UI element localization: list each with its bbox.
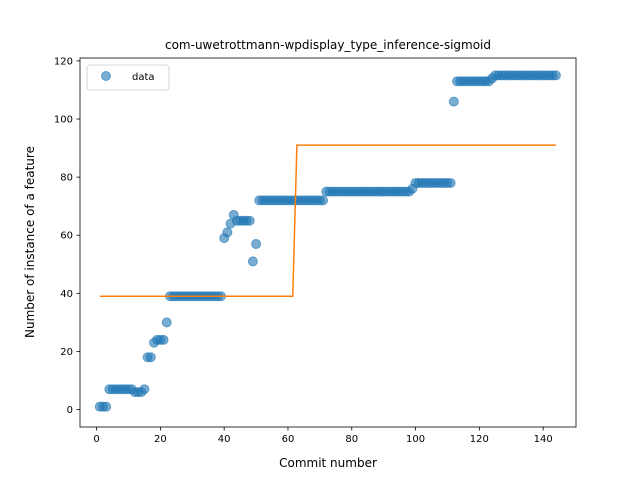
y-tick-label: 80 <box>60 173 73 184</box>
legend-data-label: data <box>132 72 155 83</box>
data-point <box>252 239 261 248</box>
y-tick-label: 100 <box>54 115 73 126</box>
data-point <box>446 178 455 187</box>
y-tick-label: 0 <box>67 405 73 416</box>
legend-box <box>87 65 169 90</box>
data-point <box>162 318 171 327</box>
legend: data <box>87 65 169 90</box>
chart-title: com-uwetrottmann-wpdisplay_type_inferenc… <box>165 38 491 52</box>
data-point <box>449 97 458 106</box>
y-axis-label: Number of instance of a feature <box>23 146 37 338</box>
x-tick-label: 20 <box>154 434 167 445</box>
data-point <box>102 402 111 411</box>
x-tick-label: 140 <box>534 434 553 445</box>
data-point <box>159 335 168 344</box>
x-axis-label: Commit number <box>279 456 377 470</box>
x-tick-label: 40 <box>218 434 231 445</box>
plot-area <box>95 71 560 411</box>
x-tick-label: 100 <box>406 434 425 445</box>
data-point <box>223 228 232 237</box>
y-axis: 0 20 40 60 80 100 120 <box>54 56 80 416</box>
legend-data-marker <box>102 72 111 81</box>
y-tick-label: 60 <box>60 231 73 242</box>
data-point <box>248 257 257 266</box>
x-tick-label: 60 <box>282 434 295 445</box>
y-tick-label: 120 <box>54 56 73 67</box>
data-point <box>245 216 254 225</box>
data-point <box>319 196 328 205</box>
data-point <box>551 71 560 80</box>
y-tick-label: 40 <box>60 289 73 300</box>
plot-frame <box>80 58 576 427</box>
data-point <box>140 385 149 394</box>
fit-line <box>100 145 556 296</box>
y-tick-label: 20 <box>60 347 73 358</box>
x-tick-label: 80 <box>345 434 358 445</box>
x-tick-label: 0 <box>93 434 99 445</box>
x-axis: 0 20 40 60 80 100 120 140 <box>93 427 552 445</box>
x-tick-label: 120 <box>470 434 489 445</box>
data-point <box>146 353 155 362</box>
